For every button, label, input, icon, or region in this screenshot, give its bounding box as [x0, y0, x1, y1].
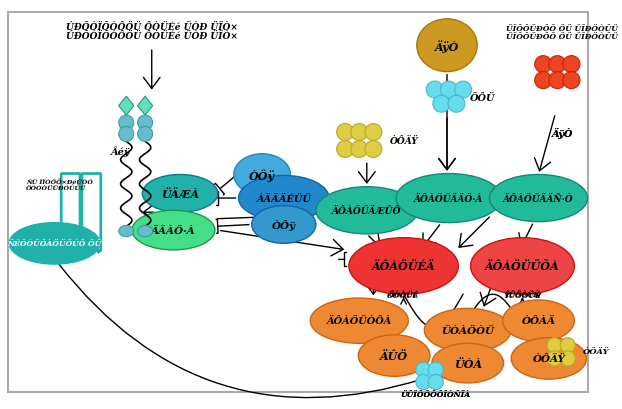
Circle shape	[365, 141, 382, 158]
Circle shape	[337, 124, 353, 141]
Ellipse shape	[9, 223, 100, 265]
Circle shape	[448, 96, 465, 113]
Ellipse shape	[511, 338, 587, 379]
Text: ÚÐÕÒÏÕÒÔÖÜ ÔÒÜÉé ÜÒÐ ÜÏÒ×: ÚÐÕÒÏÕÒÔÖÜ ÔÒÜÉé ÜÒÐ ÜÏÒ×	[66, 23, 238, 32]
Circle shape	[351, 141, 368, 158]
Circle shape	[563, 72, 580, 90]
Text: Âéÿ: Âéÿ	[111, 146, 131, 157]
Ellipse shape	[137, 226, 152, 237]
Polygon shape	[119, 97, 134, 116]
Ellipse shape	[316, 187, 418, 234]
Circle shape	[560, 338, 575, 353]
Circle shape	[547, 338, 562, 353]
Ellipse shape	[424, 309, 511, 352]
Text: ÄÛÖ: ÄÛÖ	[380, 350, 408, 361]
Ellipse shape	[396, 174, 502, 223]
Ellipse shape	[310, 298, 408, 344]
Ellipse shape	[358, 335, 430, 376]
Text: ÑÜ ÏÏÒÖÕ×ÐéÜÔÔ
ÖÔÒÒÜÜÐÔÛÛÜ: ÑÜ ÏÏÒÖÕ×ÐéÜÔÔ ÖÔÒÒÜÜÐÔÛÛÜ	[26, 178, 93, 191]
Text: ŸÜÖÒÜÉ: ŸÜÖÒÜÉ	[504, 292, 541, 299]
Text: ÜÒÀÖÒÜ: ÜÒÀÖÒÜ	[441, 326, 494, 335]
Circle shape	[428, 375, 443, 390]
Text: ÒÔÄŸ: ÒÔÄŸ	[532, 354, 565, 363]
Text: ÖÒÒÜÉ: ÖÒÒÜÉ	[389, 290, 419, 299]
Circle shape	[560, 351, 575, 366]
Circle shape	[549, 72, 566, 90]
Circle shape	[426, 82, 443, 99]
Ellipse shape	[417, 20, 477, 72]
Text: ÖÒÒÜÉ: ÖÒÒÜÉ	[388, 292, 420, 299]
Ellipse shape	[119, 226, 134, 237]
Ellipse shape	[238, 176, 329, 221]
Circle shape	[137, 127, 152, 142]
Circle shape	[337, 141, 353, 158]
Text: ŸÜÖÒÜÉ: ŸÜÖÒÜÉ	[505, 290, 540, 299]
Circle shape	[351, 124, 368, 141]
Ellipse shape	[471, 238, 574, 294]
FancyBboxPatch shape	[8, 13, 588, 392]
Text: ÒÔÿ: ÒÔÿ	[272, 219, 296, 230]
Text: ÜÏÔÕÜÐÔÔ ÖÜ ÜÎÐÖÒÛÜ: ÜÏÔÕÜÐÔÔ ÖÜ ÜÎÐÖÒÛÜ	[506, 25, 618, 33]
Circle shape	[137, 116, 152, 131]
Circle shape	[535, 72, 552, 90]
Text: ÒÔÿ: ÒÔÿ	[249, 169, 275, 181]
Text: ÑÉÕÒÛÕÀÖÜÖÚÔ ÕÜ: ÑÉÕÒÛÕÀÖÜÖÚÔ ÕÜ	[7, 240, 102, 248]
Text: ÜÛÏÔÔÔÔÎÒÑÏÀ: ÜÛÏÔÔÔÔÎÒÑÏÀ	[401, 390, 471, 398]
Text: ÄÔÀÖÜÒÔÀ: ÄÔÀÖÜÒÔÀ	[327, 317, 392, 326]
Circle shape	[119, 116, 134, 131]
Ellipse shape	[490, 175, 588, 222]
Circle shape	[365, 124, 382, 141]
Text: ÒÔÀÄ: ÒÔÀÄ	[521, 317, 555, 326]
Circle shape	[535, 56, 552, 74]
Circle shape	[547, 351, 562, 366]
Text: ÚÐÕÒÏÕÒÔÖÜ ÔÒÜÉé ÜÒÐ ÜÏÒ×: ÚÐÕÒÏÕÒÔÖÜ ÔÒÜÉé ÜÒÐ ÜÏÒ×	[66, 32, 238, 41]
Text: ÜÒÀ: ÜÒÀ	[453, 358, 482, 369]
Text: ÀÄÄÄÉÜÜ: ÀÄÄÄÉÜÜ	[256, 194, 311, 203]
Text: ÄÄÀÖ·À: ÄÄÀÖ·À	[151, 226, 196, 235]
Text: ÄÿÒ: ÄÿÒ	[435, 40, 459, 52]
Ellipse shape	[234, 154, 290, 196]
Circle shape	[428, 362, 443, 378]
Polygon shape	[137, 97, 152, 116]
Text: ÒÔÄŸ: ÒÔÄŸ	[583, 347, 610, 355]
Ellipse shape	[252, 206, 316, 244]
Ellipse shape	[132, 211, 215, 250]
Text: ÜÏÔÕÜÐÔÔ ÖÜ ÜÎÐÖÒÛÜ: ÜÏÔÕÜÐÔÔ ÖÜ ÜÎÐÖÒÛÜ	[506, 33, 618, 41]
Circle shape	[416, 375, 431, 390]
Text: ÄÔÀÖÜÄÄÖ·À: ÄÔÀÖÜÄÄÖ·À	[414, 194, 483, 203]
Circle shape	[416, 362, 431, 378]
Text: ÄÔÀÖÜÄÄÑ·Ò: ÄÔÀÖÜÄÄÑ·Ò	[503, 194, 574, 203]
Circle shape	[433, 96, 450, 113]
Text: ÄÔÀÖÜÄÆÛÔ: ÄÔÀÖÜÄÆÛÔ	[332, 206, 401, 215]
Circle shape	[563, 56, 580, 74]
Ellipse shape	[349, 238, 458, 294]
Circle shape	[549, 56, 566, 74]
Ellipse shape	[503, 300, 574, 342]
Circle shape	[455, 82, 471, 99]
Text: ÄÔÀÖÜÜÕÀ: ÄÔÀÖÜÜÕÀ	[485, 261, 560, 272]
Text: ÄÔÀÖÜÉÄ: ÄÔÀÖÜÉÄ	[372, 261, 435, 272]
Text: ÄÿÒ: ÄÿÒ	[551, 127, 573, 138]
Text: ÕÔÜ: ÕÔÜ	[470, 93, 495, 102]
Circle shape	[440, 82, 457, 99]
Ellipse shape	[142, 175, 218, 213]
Text: ÄÿÒ: ÄÿÒ	[551, 127, 573, 138]
Text: ÜÄÆÀ: ÜÄÆÀ	[161, 189, 199, 199]
Circle shape	[119, 127, 134, 142]
Text: ÜÛÏÔÔÔÔÎÒÑÏÀ: ÜÛÏÔÔÔÔÎÒÑÏÀ	[401, 390, 471, 398]
Text: ÒÔÄŸ: ÒÔÄŸ	[391, 137, 419, 146]
Ellipse shape	[432, 344, 504, 383]
